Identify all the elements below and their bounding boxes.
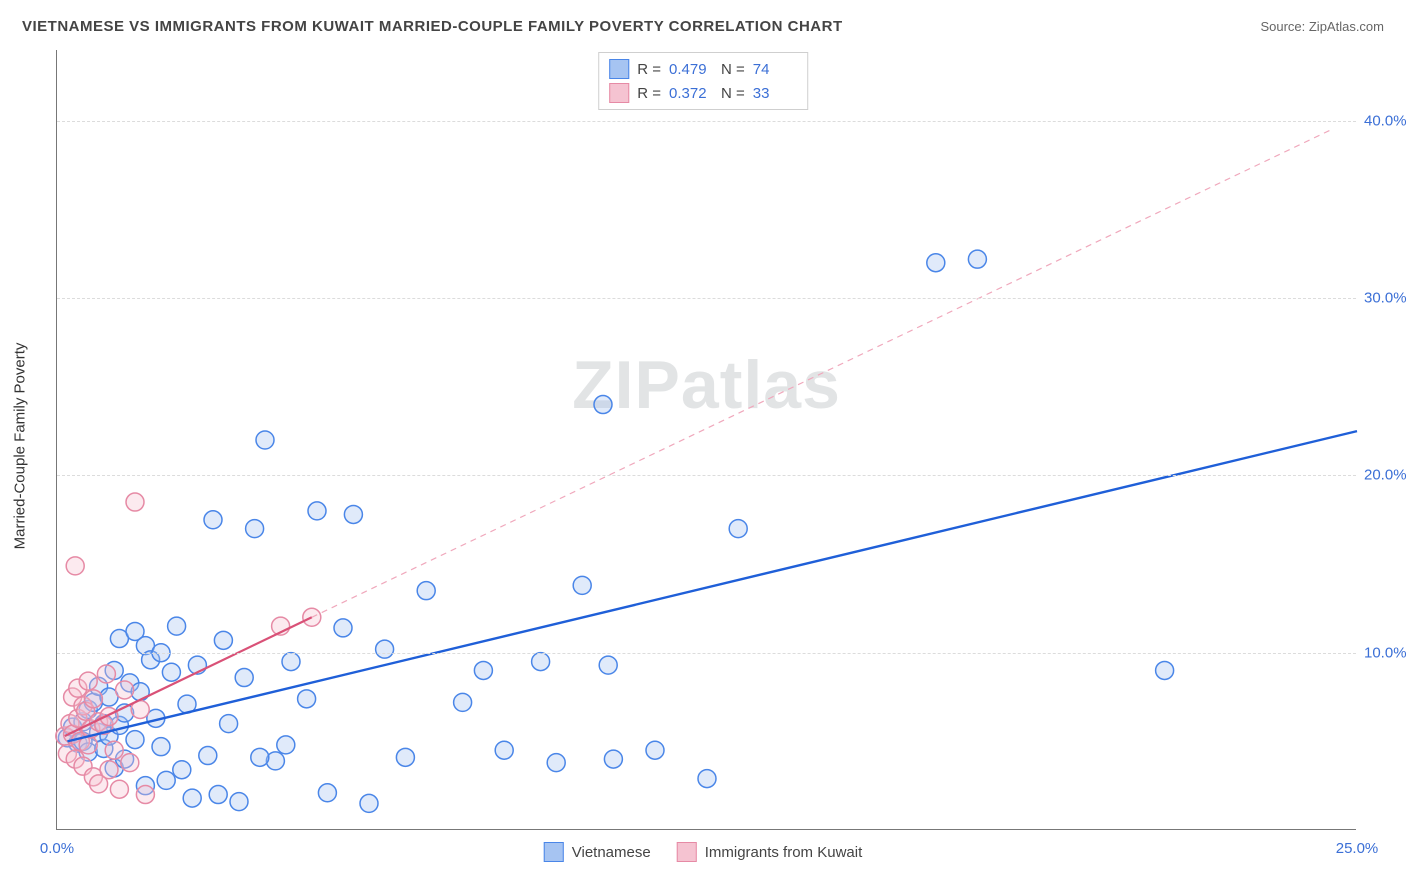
scatter-point [84,690,102,708]
stat-n-value: 33 [753,85,797,102]
scatter-point [698,770,716,788]
plot-svg [57,50,1356,829]
x-tick-label: 25.0% [1336,840,1379,857]
scatter-point [547,754,565,772]
scatter-point [251,748,269,766]
scatter-point [97,665,115,683]
y-axis-title: Married-Couple Family Poverty [12,343,29,550]
stat-n-label: N = [721,61,745,78]
scatter-point [136,786,154,804]
y-tick-label: 10.0% [1364,644,1406,661]
scatter-point [396,748,414,766]
scatter-point [121,754,139,772]
scatter-point [246,520,264,538]
y-tick-label: 40.0% [1364,112,1406,129]
stat-r-value: 0.372 [669,85,713,102]
source-label: Source: [1260,19,1308,34]
chart-title: VIETNAMESE VS IMMIGRANTS FROM KUWAIT MAR… [22,18,843,35]
gridline [57,653,1356,654]
scatter-point [376,640,394,658]
legend-label: Vietnamese [572,844,651,861]
stat-r-value: 0.479 [669,61,713,78]
source-link[interactable]: ZipAtlas.com [1309,19,1384,34]
scatter-point [417,582,435,600]
scatter-point [235,669,253,687]
scatter-point [199,747,217,765]
stat-r-label: R = [637,85,661,102]
stats-legend: R = 0.479 N = 74 R = 0.372 N = 33 [598,52,808,110]
scatter-point [298,690,316,708]
scatter-point [1156,661,1174,679]
scatter-point [532,653,550,671]
x-tick-label: 0.0% [40,840,74,857]
stat-r-label: R = [637,61,661,78]
scatter-point [495,741,513,759]
gridline [57,298,1356,299]
scatter-point [604,750,622,768]
scatter-point [110,780,128,798]
scatter-point [214,631,232,649]
scatter-point [968,250,986,268]
scatter-point [220,715,238,733]
scatter-point [66,557,84,575]
scatter-point [173,761,191,779]
scatter-point [454,693,472,711]
legend-swatch [677,842,697,862]
series-legend: Vietnamese Immigrants from Kuwait [544,842,863,862]
scatter-point [344,505,362,523]
y-tick-label: 30.0% [1364,290,1406,307]
scatter-point [573,576,591,594]
scatter-point [204,511,222,529]
stat-n-label: N = [721,85,745,102]
gridline [57,475,1356,476]
scatter-point [100,761,118,779]
scatter-point [105,741,123,759]
scatter-point [152,738,170,756]
scatter-point [334,619,352,637]
scatter-point [277,736,295,754]
legend-swatch [609,59,629,79]
legend-item: Vietnamese [544,842,651,862]
scatter-point [183,789,201,807]
scatter-point [100,708,118,726]
scatter-point [79,672,97,690]
legend-swatch [609,83,629,103]
scatter-point [157,771,175,789]
legend-swatch [544,842,564,862]
scatter-point [318,784,336,802]
scatter-point [594,396,612,414]
scatter-point [256,431,274,449]
scatter-point [168,617,186,635]
plot-area: ZIPatlas 10.0%20.0%30.0%40.0%0.0%25.0% [56,50,1356,830]
scatter-point [209,786,227,804]
stats-legend-row: R = 0.479 N = 74 [609,57,797,81]
legend-item: Immigrants from Kuwait [677,842,863,862]
trend-line-extrapolated [312,130,1331,617]
gridline [57,121,1356,122]
source-credit: Source: ZipAtlas.com [1260,19,1384,34]
scatter-point [360,794,378,812]
trend-line [67,431,1357,741]
y-tick-label: 20.0% [1364,467,1406,484]
scatter-point [646,741,664,759]
scatter-point [308,502,326,520]
scatter-point [474,661,492,679]
scatter-point [927,254,945,272]
scatter-point [729,520,747,538]
stats-legend-row: R = 0.372 N = 33 [609,81,797,105]
scatter-point [126,731,144,749]
scatter-point [230,793,248,811]
legend-label: Immigrants from Kuwait [705,844,863,861]
scatter-point [162,663,180,681]
scatter-point [126,493,144,511]
stat-n-value: 74 [753,61,797,78]
scatter-point [599,656,617,674]
scatter-point [116,681,134,699]
scatter-point [282,653,300,671]
